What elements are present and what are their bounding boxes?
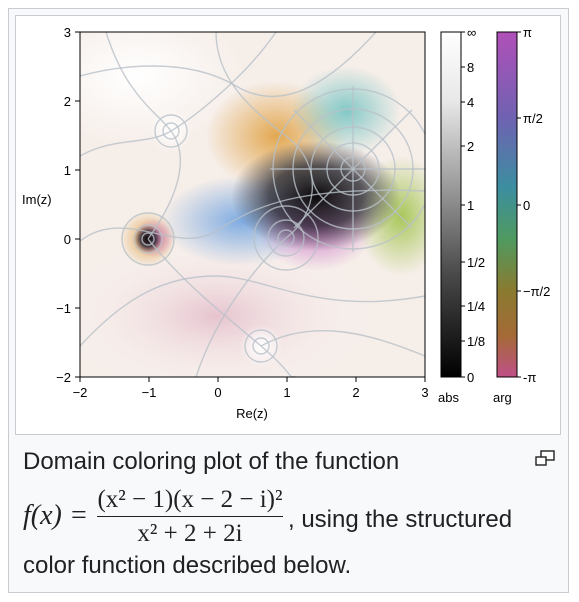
abs-tick-label: 1/4 bbox=[467, 299, 485, 314]
formula-lhs: f(x) bbox=[23, 500, 62, 531]
arg-tick-label: π/2 bbox=[523, 111, 543, 126]
function-formula: f(x) = (x² − 1)(x − 2 − i)² x² + 2 + 2i … bbox=[23, 485, 543, 547]
arg-tick-label: −π/2 bbox=[523, 284, 550, 299]
figure-frame: −2 −1 0 1 2 3 3 2 1 0 −1 −2 Re(z) Im(z) bbox=[8, 8, 569, 593]
abs-tick-label: 1 bbox=[467, 198, 474, 213]
formula-numerator: (x² − 1)(x − 2 − i)² bbox=[97, 486, 283, 513]
y-axis-label: Im(z) bbox=[22, 192, 52, 207]
enlarge-icon[interactable] bbox=[533, 449, 557, 469]
caption-line-3: color function described below. bbox=[23, 552, 352, 579]
arg-tick-label: 0 bbox=[523, 198, 530, 213]
y-tick-label: −1 bbox=[56, 301, 71, 316]
abs-tick-label: 1/8 bbox=[467, 334, 485, 349]
caption-continuation: , using the structured bbox=[288, 506, 513, 533]
abs-tick-label: 8 bbox=[467, 60, 474, 75]
abs-tick-label: 0 bbox=[467, 370, 474, 385]
abs-tick-label: 2 bbox=[467, 139, 474, 154]
x-tick-label: −2 bbox=[73, 385, 88, 400]
x-axis-label: Re(z) bbox=[236, 406, 268, 421]
y-tick-label: 0 bbox=[64, 232, 71, 247]
abs-bar-label: abs bbox=[438, 390, 459, 405]
abs-tick-label: 1/2 bbox=[467, 255, 485, 270]
abs-tick-label: 4 bbox=[467, 95, 474, 110]
x-tick-label: 3 bbox=[421, 385, 428, 400]
x-tick-label: −1 bbox=[142, 385, 157, 400]
x-tick-label: 2 bbox=[352, 385, 359, 400]
y-tick-label: 3 bbox=[64, 25, 71, 40]
arg-tick-label: π bbox=[523, 25, 532, 40]
figure-image[interactable]: −2 −1 0 1 2 3 3 2 1 0 −1 −2 Re(z) Im(z) bbox=[15, 15, 561, 435]
y-tick-label: 2 bbox=[64, 94, 71, 109]
formula-equals: = bbox=[71, 500, 87, 531]
arg-tick-label: -π bbox=[523, 370, 536, 385]
y-tick-label: −2 bbox=[56, 370, 71, 385]
plot-border bbox=[79, 31, 426, 378]
x-tick-label: 0 bbox=[214, 385, 221, 400]
arg-bar-label: arg bbox=[493, 390, 512, 405]
y-tick-label: 1 bbox=[64, 163, 71, 178]
abs-colorbar bbox=[440, 31, 462, 378]
fraction-bar bbox=[97, 516, 283, 517]
formula-fraction: (x² − 1)(x − 2 − i)² x² + 2 + 2i bbox=[97, 485, 283, 549]
arg-colorbar bbox=[496, 31, 518, 378]
domain-coloring-plot: −2 −1 0 1 2 3 3 2 1 0 −1 −2 Re(z) Im(z) bbox=[22, 25, 550, 421]
formula-denominator: x² + 2 + 2i bbox=[137, 520, 243, 547]
caption-line-1: Domain coloring plot of the function bbox=[23, 448, 400, 475]
domain-coloring-image bbox=[80, 32, 425, 377]
x-tick-label: 1 bbox=[283, 385, 290, 400]
abs-tick-label: ∞ bbox=[467, 25, 476, 40]
